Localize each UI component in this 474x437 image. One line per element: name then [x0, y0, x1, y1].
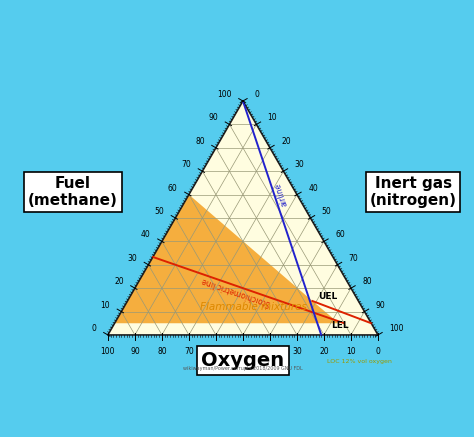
Text: Stoichiometric line: Stoichiometric line	[201, 276, 272, 308]
Text: 50: 50	[155, 207, 164, 216]
Text: 30: 30	[128, 254, 137, 263]
Text: 0: 0	[92, 324, 97, 333]
Text: 70: 70	[349, 254, 358, 263]
Text: LOC 12% vol oxygen: LOC 12% vol oxygen	[327, 359, 392, 364]
Text: 20: 20	[281, 137, 291, 146]
Text: 100: 100	[389, 324, 404, 333]
Text: 30: 30	[292, 347, 302, 356]
Text: 30: 30	[295, 160, 304, 169]
Text: 40: 40	[141, 230, 151, 239]
Text: 70: 70	[182, 160, 191, 169]
Text: 90: 90	[209, 114, 218, 122]
Text: 50: 50	[238, 347, 248, 356]
Text: 10: 10	[268, 114, 277, 122]
Text: airline: airline	[273, 182, 289, 208]
Text: Fuel
(methane): Fuel (methane)	[28, 176, 118, 208]
Text: 0: 0	[254, 90, 259, 99]
Text: 60: 60	[168, 184, 178, 193]
Text: 60: 60	[335, 230, 345, 239]
Text: 80: 80	[157, 347, 167, 356]
Text: Inert gas
(nitrogen): Inert gas (nitrogen)	[370, 176, 456, 208]
Text: 100: 100	[100, 347, 115, 356]
Text: 90: 90	[376, 301, 385, 309]
Text: 50: 50	[322, 207, 331, 216]
Text: 20: 20	[114, 277, 124, 286]
Text: LEL: LEL	[331, 321, 349, 330]
Text: 20: 20	[319, 347, 329, 356]
Text: 60: 60	[211, 347, 221, 356]
Polygon shape	[115, 194, 339, 323]
Text: 10: 10	[100, 301, 110, 309]
Text: 40: 40	[265, 347, 275, 356]
Text: 100: 100	[217, 90, 232, 99]
Text: 80: 80	[195, 137, 205, 146]
Text: 10: 10	[346, 347, 356, 356]
Text: 70: 70	[184, 347, 194, 356]
Text: wikiwayman/Power.corrupts 2018/2009 GNU FDL: wikiwayman/Power.corrupts 2018/2009 GNU …	[183, 366, 303, 371]
Text: 40: 40	[308, 184, 318, 193]
Polygon shape	[108, 101, 378, 335]
Text: Flammable mixtures: Flammable mixtures	[201, 302, 307, 312]
Text: 0: 0	[375, 347, 381, 356]
Text: 80: 80	[362, 277, 372, 286]
Text: UEL: UEL	[318, 292, 337, 302]
Text: Oxygen: Oxygen	[201, 351, 284, 370]
Text: 90: 90	[130, 347, 140, 356]
